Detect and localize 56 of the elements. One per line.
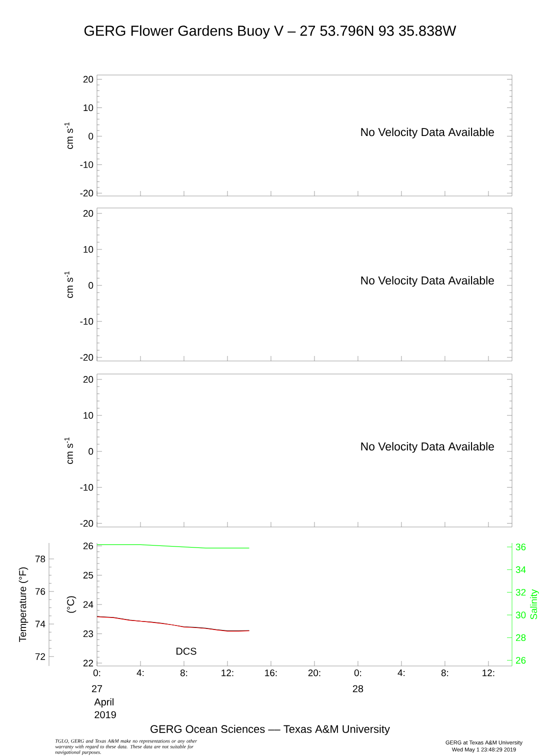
y-tick-label: 26 — [83, 542, 94, 550]
x-tick-label: 8: — [441, 670, 448, 676]
y-tick-label: -10 — [80, 161, 94, 168]
y-tick-label: -10 — [80, 484, 94, 491]
y-tick-label: 0 — [88, 282, 94, 289]
x-tick-label: 4: — [398, 670, 405, 676]
y-tick-label: 10 — [84, 246, 94, 253]
x-tick-label: 12: — [482, 670, 494, 676]
y-axis-title: (°C) — [66, 596, 76, 613]
y2-tick-label: 30 — [516, 612, 526, 618]
chart-title: GERG Flower Gardens Buoy V – 27 53.796N 93 35.838W — [84, 25, 456, 39]
y-tick-label: -20 — [80, 354, 94, 361]
y-tick-label: -20 — [80, 190, 94, 196]
y2-tick-label: 28 — [516, 634, 526, 641]
text: 2019 — [94, 711, 116, 718]
y2-tick-label: 32 — [516, 588, 526, 596]
y-axis-title: cm s$^{-1}$ — [64, 437, 73, 464]
x-tick-label: 16: — [265, 670, 277, 676]
y2-axis-title: Salinity — [530, 589, 539, 620]
x-tick-label: 20: — [308, 670, 320, 676]
y-tick-label: 25 — [83, 572, 94, 579]
text: April — [94, 698, 114, 708]
y3-tick-label: 72 — [35, 653, 46, 660]
y3-tick-label: 74 — [35, 620, 46, 628]
y-tick-label: 24 — [83, 601, 94, 608]
y2-tick-label: 36 — [516, 544, 526, 550]
y2-tick-label: 26 — [516, 656, 526, 664]
y-tick-label: 10 — [84, 412, 94, 419]
x-tick-label: 12: — [222, 670, 234, 676]
y-tick-label: 23 — [83, 630, 94, 638]
y-tick-label: 22 — [83, 660, 94, 666]
text: 28 — [352, 685, 364, 692]
y3-axis-title: Temperature (°F) — [18, 567, 28, 642]
text: 27 — [92, 685, 102, 692]
y-tick-label: 20 — [83, 376, 94, 383]
y-axis-title: cm s$^{-1}$ — [64, 271, 73, 298]
y2-tick-label: 34 — [516, 566, 526, 573]
y-tick-label: 10 — [84, 104, 94, 112]
y-tick-label: -20 — [80, 520, 94, 527]
y-tick-label: -10 — [80, 318, 94, 325]
annotation: No Velocity Data Available — [361, 128, 494, 138]
x-tick-label: 4: — [136, 670, 144, 676]
x-tick-label: 8: — [180, 670, 188, 676]
y-tick-label: 20 — [83, 76, 94, 83]
annotation: No Velocity Data Available — [361, 442, 494, 453]
y-tick-label: 20 — [83, 210, 94, 217]
y3-tick-label: 78 — [35, 556, 46, 562]
text: GERG Ocean Sciences –– Texas A&M University — [150, 724, 390, 736]
text: DCS — [176, 648, 196, 655]
y3-tick-label: 76 — [35, 588, 46, 595]
x-tick-label: 0: — [354, 670, 362, 676]
y-axis-title: cm s$^{-1}$ — [64, 122, 73, 149]
y-tick-label: 0 — [88, 132, 94, 140]
x-tick-label: 0: — [93, 670, 100, 676]
annotation: No Velocity Data Available — [361, 276, 494, 287]
y-tick-label: 0 — [88, 448, 94, 455]
